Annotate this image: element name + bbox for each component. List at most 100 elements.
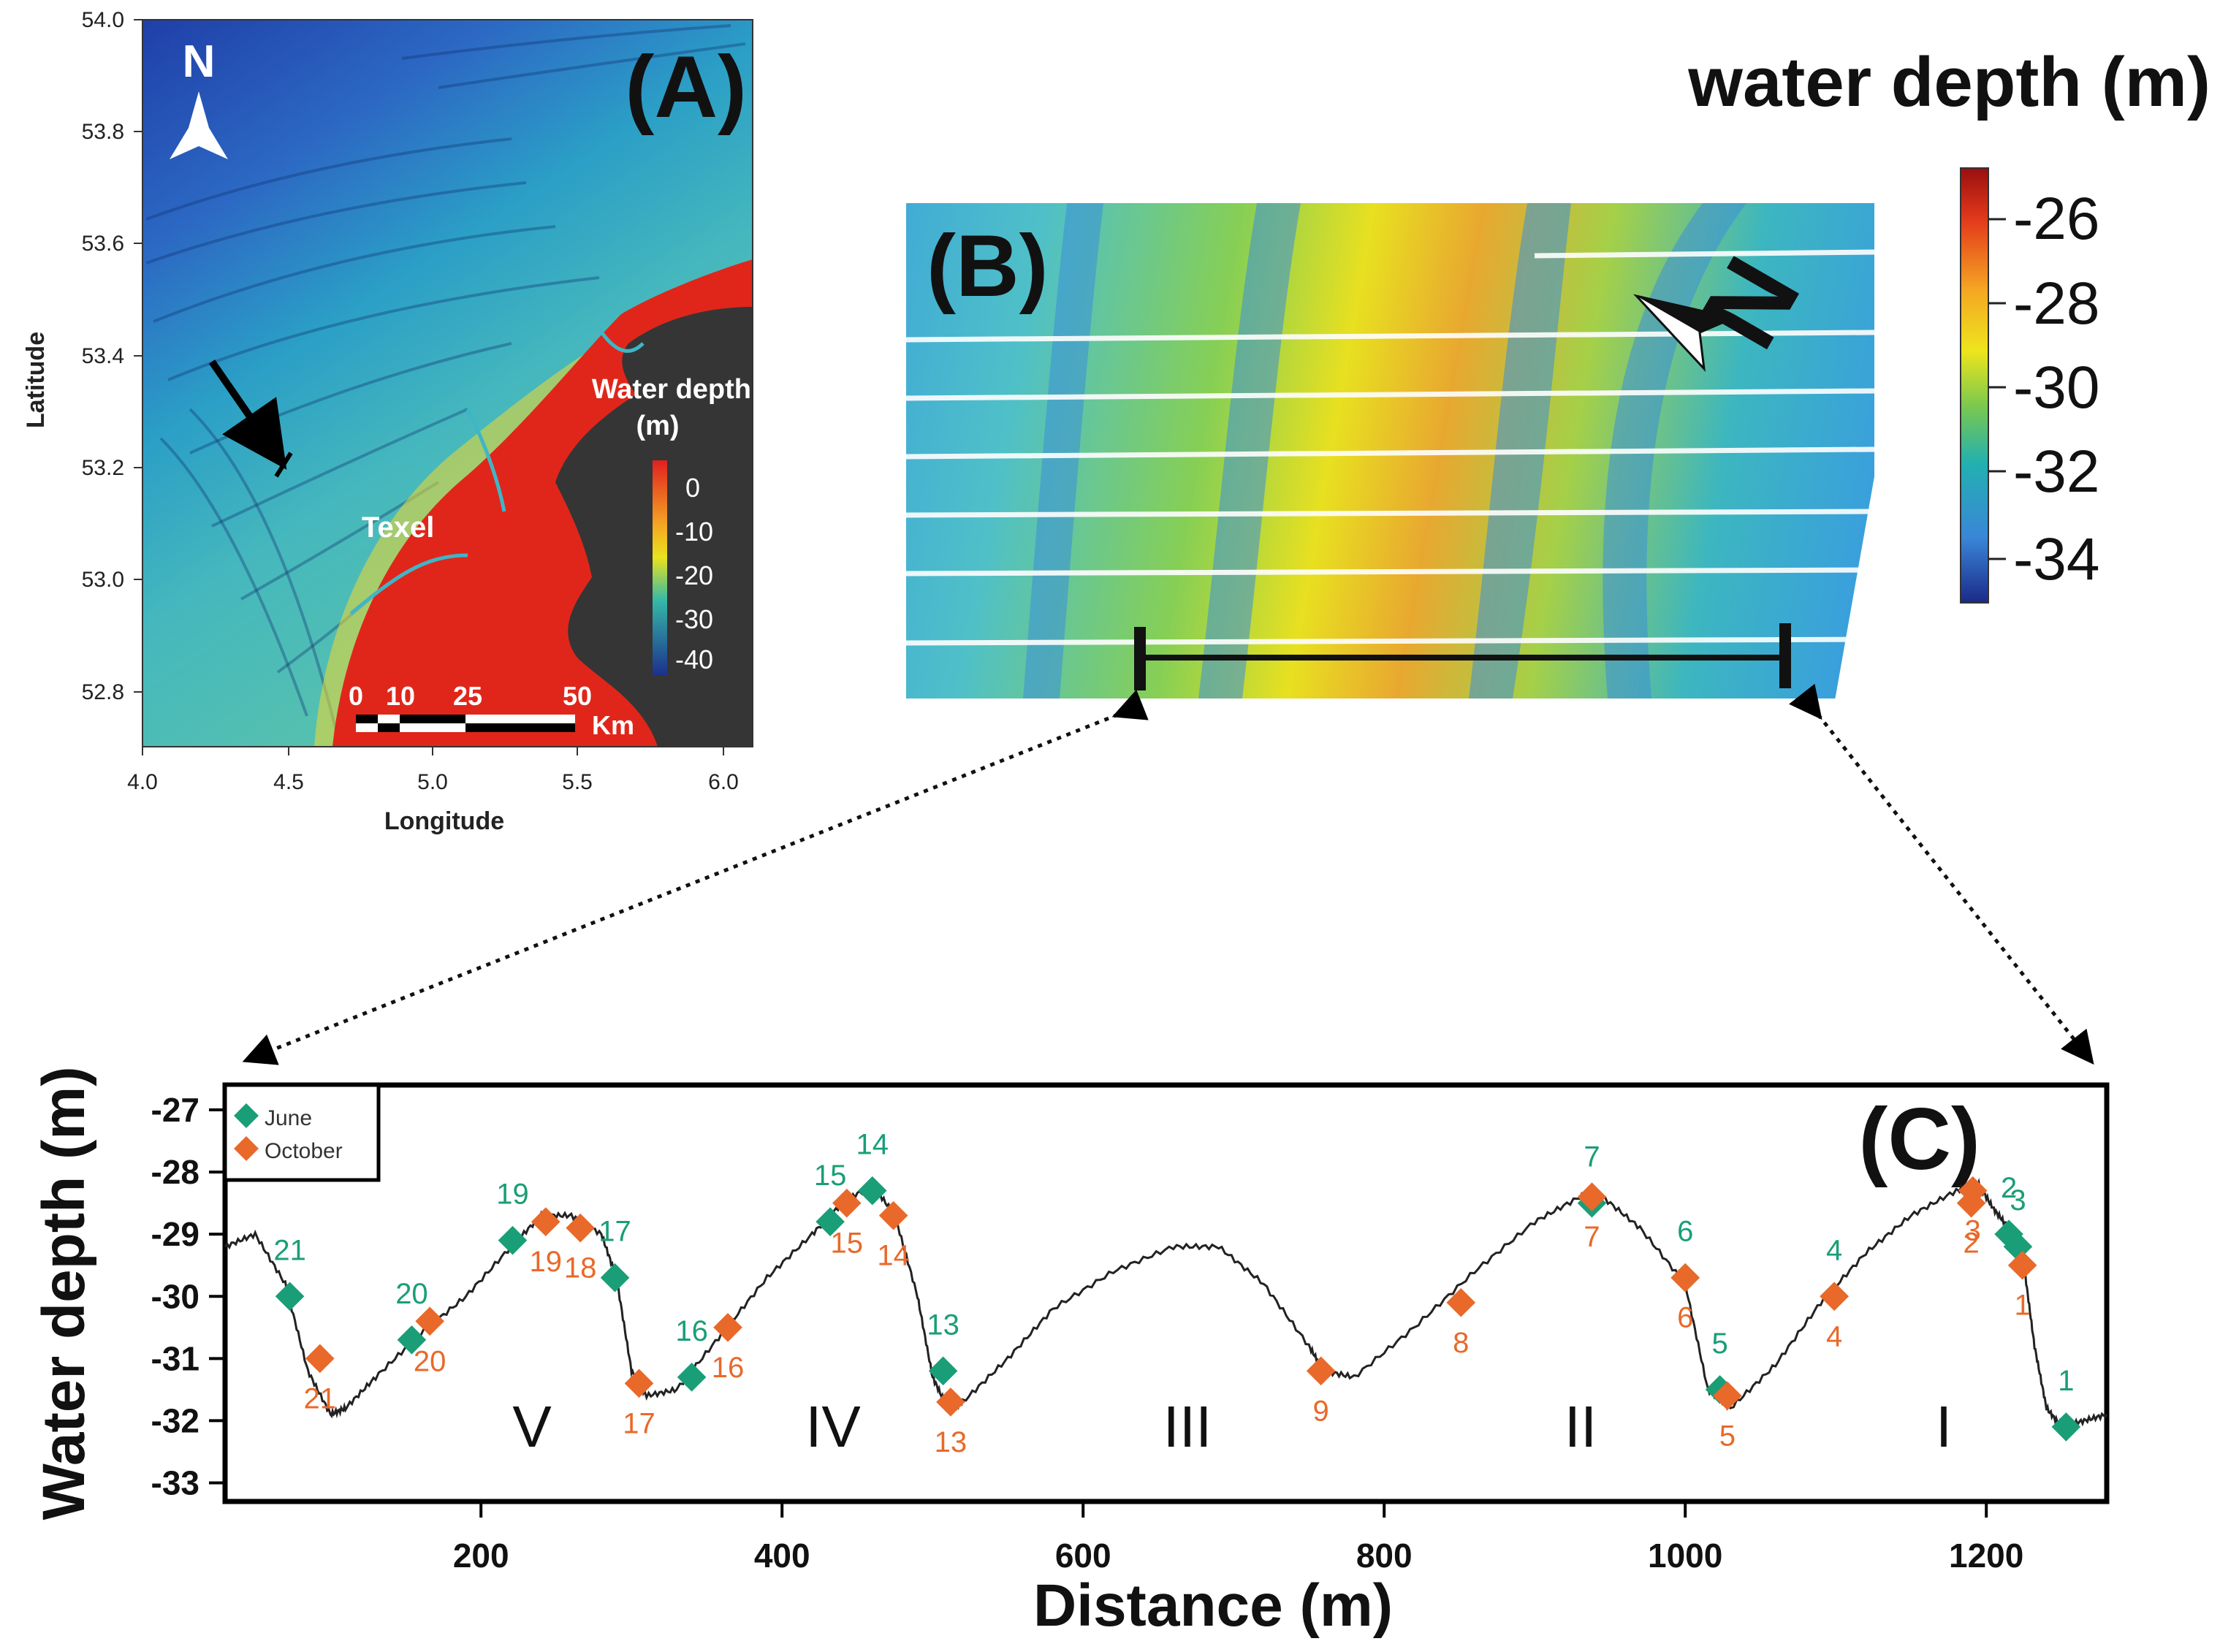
inset-tick: 0 bbox=[685, 473, 700, 503]
region-label-iv: IV bbox=[805, 1394, 861, 1459]
y-tick-label: -27 bbox=[151, 1091, 199, 1129]
colorbar-tick: -28 bbox=[2013, 270, 2100, 337]
connector-left bbox=[242, 689, 1149, 1065]
scale-tick: 50 bbox=[563, 681, 592, 711]
october-label-8: 8 bbox=[1453, 1327, 1469, 1359]
inset-tick: -10 bbox=[675, 517, 713, 547]
x-tick-label: 1000 bbox=[1648, 1537, 1722, 1575]
october-marker-4 bbox=[1820, 1282, 1849, 1312]
october-label-13: 13 bbox=[935, 1426, 968, 1458]
june-marker-17 bbox=[600, 1263, 630, 1293]
y-tick: 53.2 bbox=[82, 456, 124, 480]
october-marker-13 bbox=[936, 1388, 965, 1417]
june-marker-20 bbox=[397, 1325, 427, 1355]
october-label-4: 4 bbox=[1826, 1320, 1842, 1352]
october-label-6: 6 bbox=[1677, 1302, 1693, 1334]
depth-colorbar: water depth (m) -26 -28 -30 -32 -34 bbox=[1687, 43, 2211, 604]
october-label-1: 1 bbox=[2015, 1290, 2031, 1322]
june-label-5: 5 bbox=[1711, 1328, 1727, 1360]
october-marker-5 bbox=[1713, 1381, 1742, 1411]
region-label-v: V bbox=[512, 1394, 552, 1459]
colorbar-title: water depth (m) bbox=[1687, 43, 2211, 121]
panel-a-north-arrow-icon bbox=[170, 91, 228, 159]
october-marker-9 bbox=[1306, 1356, 1336, 1386]
colorbar-strip bbox=[1960, 167, 1989, 604]
june-label-2: 2 bbox=[2001, 1172, 2017, 1204]
panel-a-x-ticks: 4.0 4.5 5.0 5.5 6.0 bbox=[127, 770, 739, 794]
region-label-ii: II bbox=[1565, 1394, 1597, 1459]
june-marker-1 bbox=[2051, 1412, 2081, 1442]
october-label-18: 18 bbox=[564, 1252, 597, 1284]
colorbar-tick: -26 bbox=[2013, 186, 2100, 252]
october-marker-8 bbox=[1446, 1287, 1476, 1317]
x-tick-label: 600 bbox=[1055, 1537, 1111, 1575]
survey-tracks bbox=[906, 249, 1874, 646]
june-marker-19 bbox=[498, 1225, 528, 1255]
panel-a-ylabel: Latitude bbox=[22, 332, 50, 428]
scale-unit: Km bbox=[592, 710, 634, 740]
y-tick: 52.8 bbox=[82, 680, 124, 704]
colorbar-ticks: -26 -28 -30 -32 -34 bbox=[2013, 186, 2100, 593]
plot-frame bbox=[222, 1082, 2110, 1504]
x-tick: 4.5 bbox=[273, 770, 304, 794]
inset-legend-ticks: 0 -10 -20 -30 -40 bbox=[675, 473, 713, 674]
connector-right bbox=[1789, 683, 2094, 1065]
panel-b-bathymetry: (B) N bbox=[906, 203, 1874, 699]
legend-june-label: June bbox=[265, 1106, 312, 1130]
region-labels: V IV III II I bbox=[512, 1394, 1952, 1459]
june-marker-16 bbox=[677, 1363, 707, 1392]
october-marker-14 bbox=[878, 1200, 908, 1230]
panel-a-map: N (A) Texel Water depth (m) 0 -10 -20 -3… bbox=[22, 8, 753, 835]
october-marker-3 bbox=[1958, 1176, 1988, 1206]
y-tick-label: -28 bbox=[151, 1153, 199, 1191]
connector-arrows bbox=[242, 683, 2094, 1065]
y-tick-label: -33 bbox=[151, 1463, 199, 1501]
x-tick-label: 400 bbox=[754, 1537, 810, 1575]
october-label-20: 20 bbox=[414, 1345, 446, 1377]
texel-label: Texel bbox=[362, 511, 434, 544]
june-label-4: 4 bbox=[1826, 1234, 1842, 1266]
region-label-iii: III bbox=[1163, 1394, 1212, 1459]
june-label-15: 15 bbox=[814, 1160, 847, 1192]
y-tick: 53.0 bbox=[82, 568, 124, 592]
october-marker-16 bbox=[713, 1312, 742, 1342]
inset-tick: -20 bbox=[675, 560, 713, 590]
panel-a-north-label: N bbox=[183, 37, 216, 87]
x-tick: 5.5 bbox=[562, 770, 593, 794]
panel-b-north-arrow-icon bbox=[1632, 294, 1737, 373]
june-label-16: 16 bbox=[675, 1315, 708, 1347]
scale-tick: 0 bbox=[349, 681, 363, 711]
october-label-21: 21 bbox=[304, 1382, 337, 1415]
october-label-2: 2 bbox=[1963, 1227, 1979, 1260]
transect-bar bbox=[1134, 623, 1791, 690]
inset-legend-title-2: (m) bbox=[636, 411, 679, 441]
inset-colorbar bbox=[653, 460, 667, 676]
y-tick: 53.8 bbox=[82, 120, 124, 144]
october-label-9: 9 bbox=[1313, 1395, 1329, 1427]
panel-c-chart: (C) June October V IV III II I 200 400 600… bbox=[31, 1066, 2110, 1639]
seabed-ridges bbox=[145, 24, 746, 731]
october-label-7: 7 bbox=[1584, 1221, 1600, 1253]
x-tick: 4.0 bbox=[127, 770, 158, 794]
y-axis-label: Water depth (m) bbox=[31, 1066, 97, 1520]
october-marker-1 bbox=[2007, 1250, 2037, 1280]
region-label-i: I bbox=[1936, 1394, 1952, 1459]
scale-tick: 25 bbox=[453, 681, 482, 711]
inset-tick: -40 bbox=[675, 644, 713, 674]
june-label-17: 17 bbox=[598, 1216, 631, 1248]
scale-tick: 10 bbox=[386, 681, 415, 711]
legend-october-swatch bbox=[234, 1136, 259, 1161]
june-label-19: 19 bbox=[496, 1179, 529, 1211]
october-label-5: 5 bbox=[1719, 1420, 1736, 1452]
october-marker-18 bbox=[566, 1213, 595, 1243]
y-tick-label: -30 bbox=[151, 1277, 199, 1315]
inset-tick: -30 bbox=[675, 604, 713, 634]
october-marker-6 bbox=[1670, 1263, 1700, 1293]
october-label-14: 14 bbox=[877, 1240, 910, 1272]
y-tick: 54.0 bbox=[82, 8, 124, 32]
june-label-21: 21 bbox=[273, 1234, 306, 1266]
legend-october-label: October bbox=[265, 1139, 343, 1163]
june-label-20: 20 bbox=[395, 1278, 428, 1310]
june-label-14: 14 bbox=[856, 1129, 889, 1161]
june-label-1: 1 bbox=[2058, 1365, 2074, 1397]
